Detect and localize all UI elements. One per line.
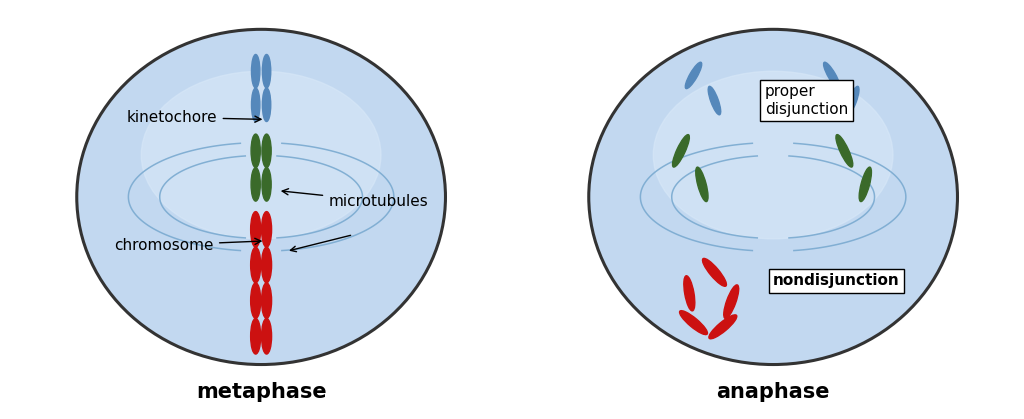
Ellipse shape [695,167,708,202]
Ellipse shape [251,212,261,247]
Ellipse shape [262,168,271,201]
Ellipse shape [709,86,721,115]
Ellipse shape [261,283,271,318]
Ellipse shape [262,134,271,168]
Text: kinetochore: kinetochore [127,110,261,125]
Ellipse shape [261,212,271,247]
Text: microtubules: microtubules [283,189,428,209]
Ellipse shape [823,62,840,89]
Ellipse shape [261,247,271,283]
Text: metaphase: metaphase [196,382,327,402]
Ellipse shape [251,134,260,168]
Ellipse shape [251,247,261,283]
Ellipse shape [653,71,893,239]
Text: nondisjunction: nondisjunction [773,273,900,288]
Ellipse shape [589,29,957,365]
Ellipse shape [262,54,270,88]
Ellipse shape [262,88,270,122]
Ellipse shape [252,88,260,122]
Ellipse shape [673,134,689,167]
Ellipse shape [251,168,260,201]
Ellipse shape [724,285,738,318]
Ellipse shape [709,315,737,339]
Ellipse shape [859,167,871,202]
Ellipse shape [261,318,271,354]
Ellipse shape [141,71,381,239]
Ellipse shape [702,259,726,286]
Text: proper
disjunction: proper disjunction [765,84,848,117]
Ellipse shape [77,29,445,365]
Ellipse shape [836,134,853,167]
Ellipse shape [251,283,261,318]
Ellipse shape [685,62,701,89]
Text: anaphase: anaphase [717,382,829,402]
Ellipse shape [251,318,261,354]
Ellipse shape [847,86,859,115]
Ellipse shape [684,276,695,311]
Text: chromosome: chromosome [115,238,261,253]
Ellipse shape [680,310,708,335]
Ellipse shape [252,54,260,88]
